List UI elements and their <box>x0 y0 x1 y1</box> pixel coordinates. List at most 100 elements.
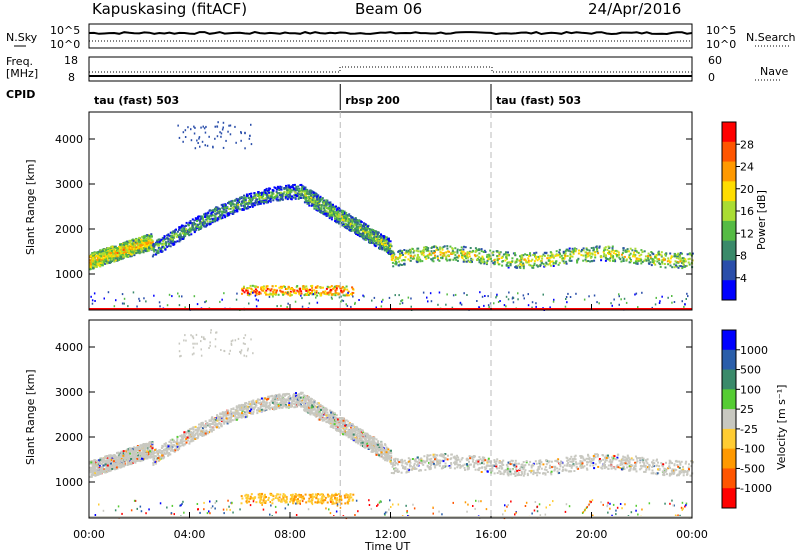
scatter-cell <box>320 196 322 198</box>
scatter-cell <box>270 198 272 200</box>
scatter-cell <box>492 254 494 256</box>
scatter-cell <box>466 294 468 296</box>
scatter-cell <box>497 259 499 261</box>
scatter-cell <box>487 260 489 262</box>
scatter-cell <box>98 259 100 261</box>
scatter-cell <box>210 215 212 217</box>
scatter-cell <box>261 289 263 291</box>
scatter-cell <box>594 295 596 297</box>
scatter-cell <box>611 254 613 256</box>
scatter-cell <box>237 202 239 204</box>
scatter-cell <box>362 295 364 297</box>
scatter-cell <box>217 126 219 128</box>
scatter-cell <box>227 131 229 133</box>
scatter-cell <box>481 256 483 258</box>
scatter-cell <box>287 303 289 305</box>
scatter-cell <box>633 252 635 254</box>
scatter-cell <box>443 246 445 248</box>
scatter-cell <box>492 262 494 264</box>
scatter-cell <box>207 145 209 147</box>
scatter-cell <box>449 259 451 261</box>
scatter-cell <box>99 251 101 253</box>
scatter-cell <box>523 294 525 296</box>
scatter-cell <box>528 264 530 266</box>
scatter-cell <box>605 246 607 248</box>
scatter-cell <box>656 297 658 299</box>
scatter-cell <box>427 255 429 257</box>
scatter-cell <box>412 258 414 260</box>
scatter-cell <box>599 246 601 248</box>
scatter-cell <box>299 184 301 186</box>
scatter-cell <box>227 202 229 204</box>
scatter-cell <box>316 196 318 198</box>
scatter-cell <box>585 259 587 261</box>
scatter-cell <box>142 242 144 244</box>
scatter-cell <box>181 295 183 297</box>
scatter-cell <box>588 295 590 297</box>
scatter-cell <box>221 213 223 215</box>
scatter-cell <box>569 260 571 262</box>
scatter-cell <box>115 299 117 301</box>
scatter-cell <box>493 302 495 304</box>
scatter-cell <box>96 252 98 254</box>
scatter-cell <box>668 260 670 262</box>
scatter-cell <box>454 254 456 256</box>
scatter-cell <box>537 259 539 261</box>
scatter-cell <box>356 225 358 227</box>
scatter-cell <box>106 252 108 254</box>
power-scatter <box>89 121 694 311</box>
scatter-cell <box>522 263 524 265</box>
scatter-cell <box>376 240 378 242</box>
scatter-cell <box>610 302 612 304</box>
scatter-cell <box>504 260 506 262</box>
scatter-cell <box>616 254 618 256</box>
scatter-cell <box>645 255 647 257</box>
scatter-cell <box>266 201 268 203</box>
chart-title: Kapuskasing (fitACF) <box>92 0 247 18</box>
scatter-cell <box>620 261 622 263</box>
scatter-cell <box>214 219 216 221</box>
scatter-cell <box>593 260 595 262</box>
scatter-cell <box>317 202 319 204</box>
scatter-cell <box>331 218 333 220</box>
scatter-cell <box>465 257 467 259</box>
scatter-cell <box>546 257 548 259</box>
scatter-cell <box>268 192 270 194</box>
scatter-cell <box>332 288 334 290</box>
scatter-cell <box>565 252 567 254</box>
scatter-cell <box>261 192 263 194</box>
scatter-cell <box>336 287 338 289</box>
scatter-cell <box>510 263 512 265</box>
scatter-cell <box>367 225 369 227</box>
scatter-cell <box>453 294 455 296</box>
scatter-cell <box>401 260 403 262</box>
scatter-cell <box>623 249 625 251</box>
scatter-cell <box>289 186 291 188</box>
scatter-cell <box>476 300 478 302</box>
scatter-cell <box>425 258 427 260</box>
scatter-cell <box>660 266 662 268</box>
scatter-cell <box>567 293 569 295</box>
scatter-cell <box>326 214 328 216</box>
scatter-cell <box>177 125 179 127</box>
scatter-cell <box>275 291 277 293</box>
scatter-cell <box>384 249 386 251</box>
noise-tick-right-high: 10^5 <box>706 24 736 37</box>
scatter-cell <box>523 265 525 267</box>
scatter-cell <box>505 254 507 256</box>
scatter-cell <box>665 267 667 269</box>
nsearch-label: N.Search <box>746 31 796 44</box>
scatter-cell <box>540 260 542 262</box>
scatter-cell <box>566 301 568 303</box>
scatter-cell <box>318 292 320 294</box>
scatter-cell <box>296 285 298 287</box>
scatter-cell <box>322 287 324 289</box>
scatter-cell <box>383 236 385 238</box>
scatter-cell <box>684 303 686 305</box>
scatter-cell <box>150 445 152 447</box>
scatter-cell <box>524 253 526 255</box>
scatter-cell <box>125 242 127 244</box>
scatter-cell <box>126 255 128 257</box>
